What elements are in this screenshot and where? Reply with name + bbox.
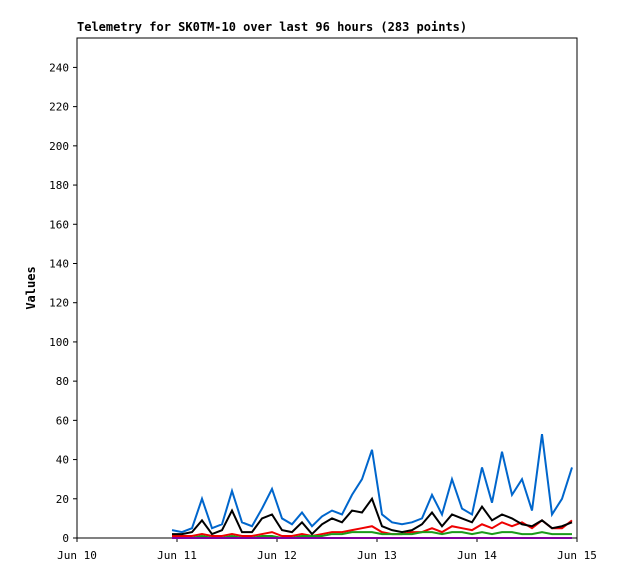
y-axis-label: Values — [24, 266, 38, 309]
y-tick-label: 0 — [62, 532, 69, 545]
x-tick-label: Jun 11 — [157, 549, 197, 562]
y-tick-label: 200 — [49, 140, 69, 153]
series-line — [171, 433, 573, 534]
y-tick-label: 100 — [49, 336, 69, 349]
y-tick-label: 180 — [49, 179, 69, 192]
y-tick-label: 160 — [49, 218, 69, 231]
y-tick-label: 20 — [56, 493, 69, 506]
x-tick-label: Jun 10 — [57, 549, 97, 562]
y-tick-label: 240 — [49, 61, 69, 74]
y-tick-label: 80 — [56, 375, 69, 388]
chart-title: Telemetry for SK0TM-10 over last 96 hour… — [77, 20, 467, 34]
series-line — [172, 496, 573, 536]
y-tick-label: 120 — [49, 297, 69, 310]
plot-frame — [76, 37, 578, 539]
x-tick-label: Jun 14 — [457, 549, 497, 562]
y-tick-label: 40 — [56, 454, 69, 467]
x-tick-label: Jun 15 — [557, 549, 597, 562]
x-tick-label: Jun 12 — [257, 549, 297, 562]
y-tick-label: 60 — [56, 414, 69, 427]
series-line — [172, 519, 573, 538]
x-tick-label: Jun 13 — [357, 549, 397, 562]
y-tick-label: 140 — [49, 257, 69, 270]
y-tick-label: 220 — [49, 101, 69, 114]
